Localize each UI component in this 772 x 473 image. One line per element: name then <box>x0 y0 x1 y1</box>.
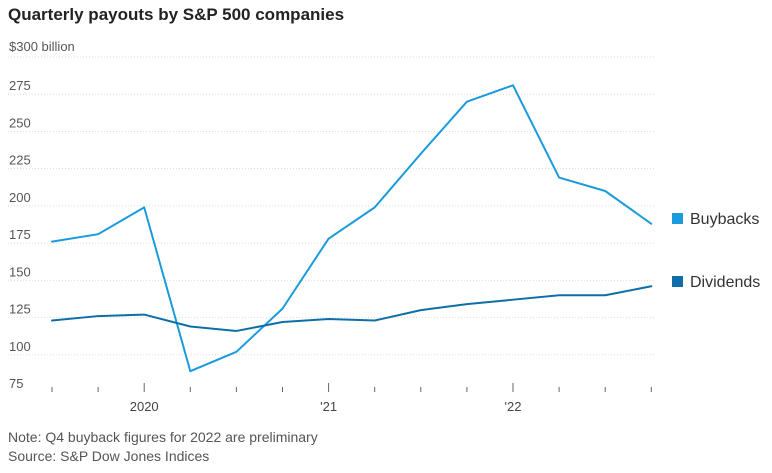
series-line-dividends <box>51 285 653 332</box>
y-tick-label: 175 <box>9 227 31 242</box>
y-tick-label: 200 <box>9 190 31 205</box>
y-tick-label: $300 billion <box>9 39 75 54</box>
y-tick-label: 275 <box>9 78 31 93</box>
y-tick-label: 125 <box>9 302 31 317</box>
y-tick-label: 100 <box>9 339 31 354</box>
legend-label-buybacks: Buybacks <box>690 211 759 228</box>
source-note: Source: S&P Dow Jones Indices <box>8 448 210 464</box>
x-tick-label: '22 <box>505 399 522 414</box>
legend-label-dividends: Dividends <box>690 274 760 291</box>
y-axis-ticks: $300 billion 275 250 225 200 175 150 125 100 75 <box>9 39 75 391</box>
series-lines <box>51 84 653 373</box>
y-tick-label: 250 <box>9 115 31 130</box>
legend-swatch-dividends <box>672 276 683 287</box>
y-tick-label: 225 <box>9 153 31 168</box>
legend: Buybacks Dividends <box>672 211 760 291</box>
series-line-buybacks <box>51 84 653 373</box>
footnote: Note: Q4 buyback figures for 2022 are pr… <box>8 429 318 445</box>
chart-title: Quarterly payouts by S&P 500 companies <box>8 5 345 24</box>
y-tick-label: 150 <box>9 264 31 279</box>
legend-swatch-buybacks <box>672 213 683 224</box>
chart-footer: Note: Q4 buyback figures for 2022 are pr… <box>8 428 318 466</box>
y-tick-label: 75 <box>9 376 23 391</box>
grid-lines <box>8 56 656 356</box>
x-tick-label: 2020 <box>130 399 159 414</box>
x-axis-ticks: 2020 '21 '22 <box>51 383 652 414</box>
line-chart: $300 billion 275 250 225 200 175 150 125 100 75 2… <box>8 39 760 414</box>
x-tick-label: '21 <box>320 399 337 414</box>
